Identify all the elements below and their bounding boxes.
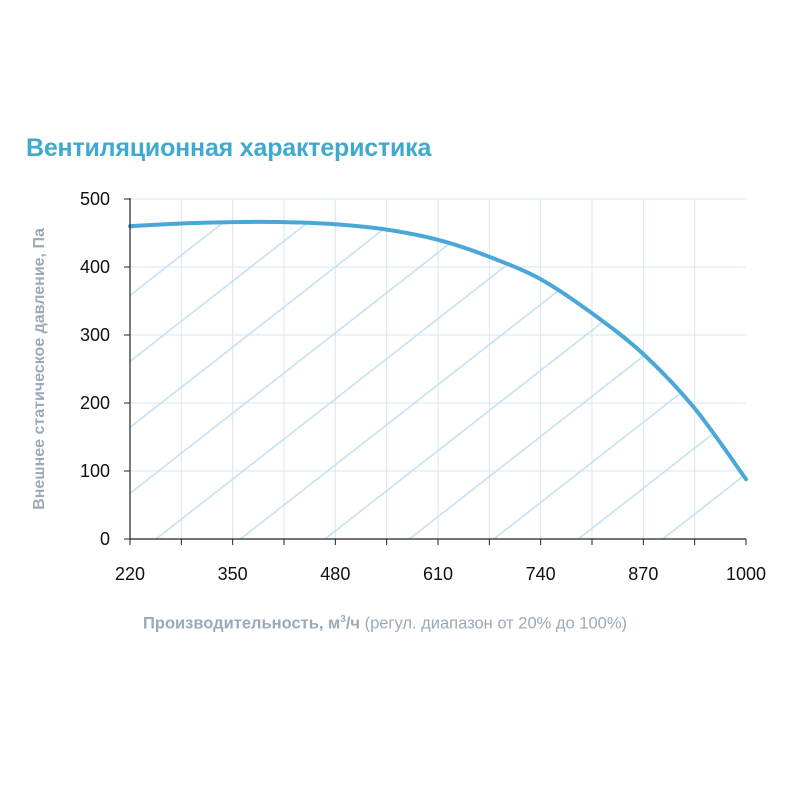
x-axis-label-note: (регул. диапазон от 20% до 100%) — [360, 614, 627, 633]
hatched-area — [130, 221, 746, 539]
x-tick-label: 610 — [423, 564, 453, 584]
y-tick-label: 0 — [100, 529, 110, 549]
x-axis-label-unit: /ч — [345, 614, 360, 633]
x-axis-label-main: Производительность, м — [143, 614, 341, 633]
axes — [124, 198, 747, 545]
y-tick-label: 400 — [80, 257, 110, 277]
x-tick-label: 220 — [115, 564, 145, 584]
chart-title: Вентиляционная характеристика — [26, 134, 432, 162]
x-tick-label: 1000 — [726, 564, 766, 584]
x-tick-label: 350 — [218, 564, 248, 584]
y-tick-label: 300 — [80, 325, 110, 345]
y-axis-label: Внешнее статическое давление, Па — [31, 228, 48, 510]
tick-labels: 0 100 200 300 400 500 220 350 480 610 740 870 1000 — [80, 189, 766, 584]
x-axis-label-sup: 3 — [340, 614, 346, 625]
x-tick-label: 740 — [526, 564, 556, 584]
y-tick-label: 100 — [80, 461, 110, 481]
x-tick-label: 480 — [320, 564, 350, 584]
y-tick-label: 200 — [80, 393, 110, 413]
y-tick-label: 500 — [80, 189, 110, 209]
x-tick-label: 870 — [628, 564, 658, 584]
x-axis-label: Производительность, м3/ч (регул. диапазо… — [0, 614, 770, 634]
performance-curve — [128, 219, 748, 482]
